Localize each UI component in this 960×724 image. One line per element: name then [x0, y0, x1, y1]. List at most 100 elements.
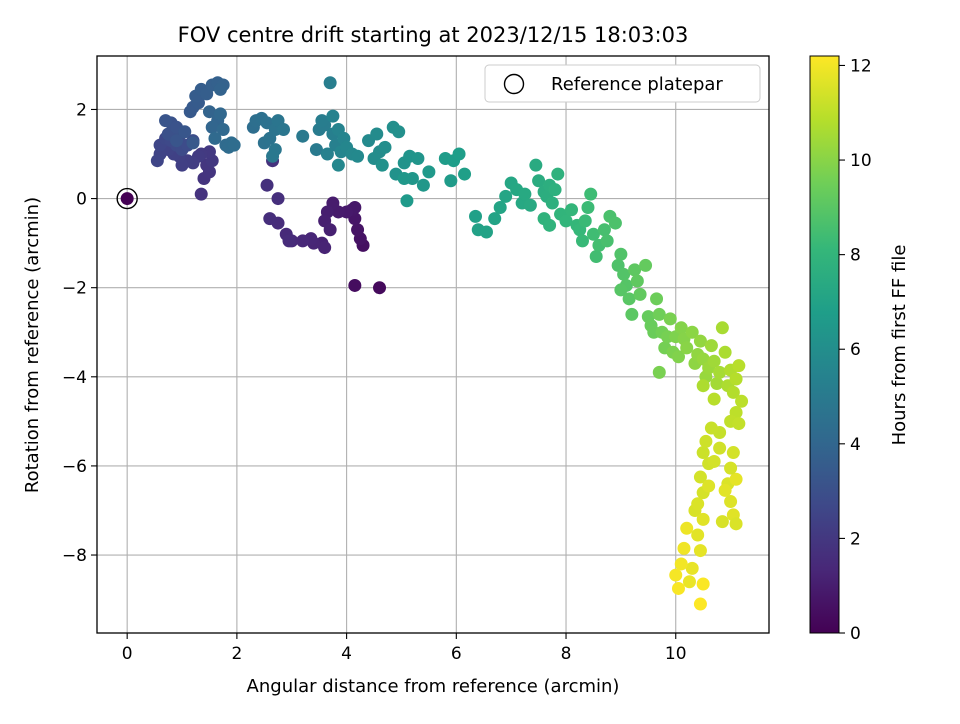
data-point — [318, 241, 332, 255]
data-point — [348, 278, 362, 292]
data-point — [351, 149, 365, 163]
x-tick-label: 8 — [561, 644, 572, 664]
data-point — [208, 131, 222, 145]
data-point — [545, 196, 559, 210]
data-point — [422, 165, 436, 179]
data-point — [392, 125, 406, 139]
data-point — [296, 234, 310, 248]
data-point — [718, 345, 732, 359]
data-point — [589, 250, 603, 264]
data-point — [499, 189, 513, 203]
data-point — [639, 258, 653, 272]
legend-label: Reference platepar — [551, 74, 723, 95]
data-point — [633, 287, 647, 301]
data-point — [213, 107, 227, 121]
x-tick-label: 2 — [231, 644, 242, 664]
data-point — [469, 209, 483, 223]
data-point — [732, 359, 746, 373]
colorbar-tick-label: 12 — [850, 56, 872, 76]
x-tick-label: 4 — [341, 644, 352, 664]
x-tick-label: 0 — [122, 644, 133, 664]
data-point — [650, 292, 664, 306]
y-tick-label: −6 — [62, 457, 87, 477]
data-point — [652, 307, 666, 321]
data-point — [543, 218, 557, 232]
data-point — [277, 123, 291, 137]
data-point — [693, 334, 707, 348]
data-point — [575, 234, 589, 248]
data-point — [266, 149, 280, 163]
data-point — [296, 129, 310, 143]
data-point — [693, 470, 707, 484]
data-point — [608, 216, 622, 230]
data-point — [586, 227, 600, 241]
data-point — [452, 147, 466, 161]
legend: Reference platepar — [484, 64, 761, 103]
data-point — [617, 267, 631, 281]
data-point — [715, 321, 729, 335]
colorbar-tick-label: 10 — [850, 151, 872, 171]
data-point — [614, 283, 628, 297]
data-point — [315, 114, 329, 128]
data-point — [702, 479, 716, 493]
data-point — [671, 581, 685, 595]
data-point — [518, 187, 532, 201]
data-point — [159, 114, 173, 128]
y-tick-label: −8 — [62, 546, 87, 566]
data-point — [674, 557, 688, 571]
data-point — [726, 446, 740, 460]
data-point — [729, 372, 743, 386]
data-point — [693, 544, 707, 558]
data-point — [735, 394, 749, 408]
data-point — [581, 200, 595, 214]
data-point — [693, 597, 707, 611]
data-point — [713, 441, 727, 455]
data-point — [715, 515, 729, 529]
data-point — [707, 354, 721, 368]
data-point — [724, 461, 738, 475]
data-point — [559, 214, 573, 228]
data-point — [724, 495, 738, 509]
data-point — [150, 154, 164, 168]
data-point — [351, 223, 365, 237]
data-point — [227, 138, 241, 152]
data-point — [178, 125, 192, 139]
x-axis-ticks: 0 2 4 6 8 10 — [122, 633, 687, 664]
x-tick-label: 10 — [665, 644, 687, 664]
data-points — [120, 76, 749, 611]
chart-title: FOV centre drift starting at 2023/12/15 … — [178, 23, 689, 47]
data-point — [699, 434, 713, 448]
y-tick-label: 2 — [76, 100, 87, 120]
data-point — [718, 483, 732, 497]
data-point — [309, 143, 323, 157]
data-point — [205, 120, 219, 134]
plot-frame — [96, 55, 770, 634]
data-point — [186, 136, 200, 150]
y-tick-label: 0 — [76, 190, 87, 210]
data-point — [726, 385, 740, 399]
data-point — [523, 198, 537, 212]
x-axis-label: Angular distance from reference (arcmin) — [247, 676, 620, 697]
colorbar-tick-label: 4 — [850, 435, 861, 455]
data-point — [578, 214, 592, 228]
data-point — [375, 158, 389, 172]
data-point — [680, 521, 694, 535]
data-point — [120, 192, 134, 206]
data-point — [493, 200, 507, 214]
colorbar: 0 2 4 6 8 10 12 Hours from first FF file — [809, 55, 910, 644]
data-point — [271, 192, 285, 206]
data-point — [600, 234, 614, 248]
data-point — [458, 167, 472, 181]
data-point — [696, 379, 710, 393]
data-point — [170, 134, 184, 148]
data-point — [696, 512, 710, 526]
data-point — [625, 307, 639, 321]
data-point — [677, 541, 691, 555]
data-point — [707, 454, 721, 468]
data-point — [479, 225, 493, 239]
data-point — [444, 174, 458, 188]
y-axis-label: Rotation from reference (arcmin) — [22, 197, 43, 493]
data-point — [488, 212, 502, 226]
